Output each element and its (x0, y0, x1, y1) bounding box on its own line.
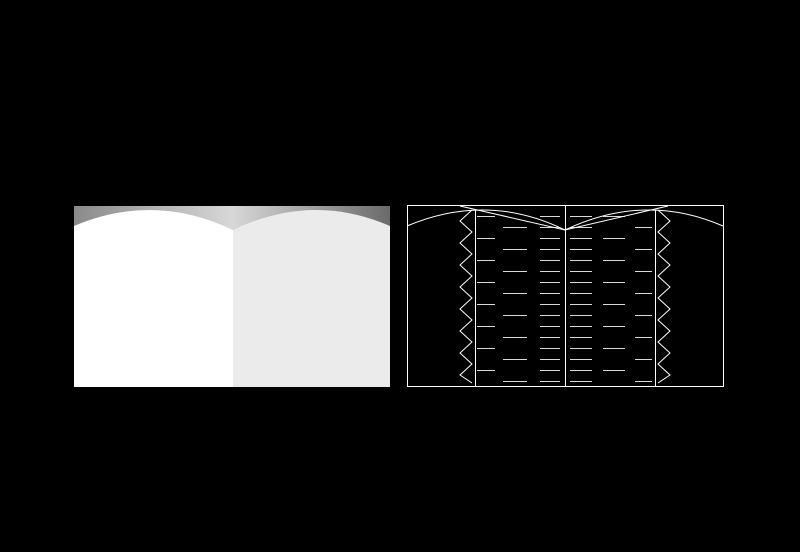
wire-zigzag (459, 209, 473, 384)
shaded-view (74, 206, 390, 387)
wire-v (459, 205, 669, 231)
wire-zigzag (657, 209, 671, 384)
wireframe-view (406, 205, 724, 387)
right-lobe (233, 209, 390, 387)
left-lobe (74, 209, 233, 387)
